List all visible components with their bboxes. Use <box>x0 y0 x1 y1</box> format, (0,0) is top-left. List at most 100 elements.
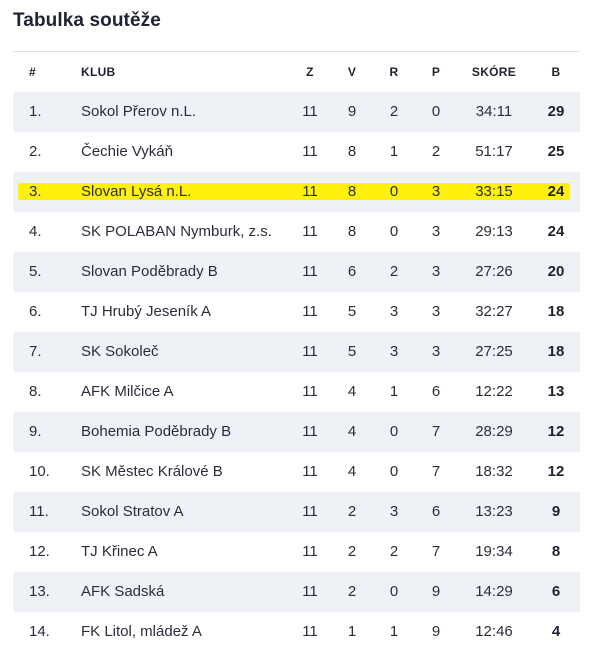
position-cell: 7. <box>29 343 42 360</box>
draws-cell: 0 <box>389 183 399 200</box>
draws-cell: 0 <box>389 423 399 440</box>
table-row: 5. Slovan Poděbrady B 11 6 2 3 27:26 20 <box>13 252 580 292</box>
position-cell: 9. <box>29 423 42 440</box>
losses-cell: 7 <box>431 463 441 480</box>
losses-cell: 9 <box>431 583 441 600</box>
table-row: 13. AFK Sadská 11 2 0 9 14:29 6 <box>13 572 580 612</box>
points-cell: 20 <box>547 263 565 280</box>
losses-cell: 0 <box>431 103 441 120</box>
matches-cell: 11 <box>302 543 318 560</box>
wins-cell: 8 <box>347 143 357 160</box>
matches-cell: 11 <box>302 423 318 440</box>
draws-cell: 0 <box>389 463 399 480</box>
points-cell: 4 <box>551 623 561 640</box>
standings-table: # KLUB Z V R P SKÓRE B 1. Sokol Přerov n.… <box>13 51 580 652</box>
club-name-link[interactable]: FK Litol, mládež A <box>81 623 202 640</box>
matches-cell: 11 <box>302 623 318 640</box>
club-name-link[interactable]: Slovan Poděbrady B <box>81 263 218 280</box>
score-cell: 51:17 <box>475 143 513 160</box>
draws-cell: 2 <box>389 543 399 560</box>
wins-cell: 5 <box>347 303 357 320</box>
score-cell: 29:13 <box>475 223 513 240</box>
wins-cell: 2 <box>347 503 357 520</box>
draws-cell: 1 <box>389 383 399 400</box>
wins-cell: 2 <box>347 583 357 600</box>
highlighter-mark <box>18 183 570 200</box>
matches-cell: 11 <box>302 143 318 160</box>
club-name-link[interactable]: Bohemia Poděbrady B <box>81 423 232 440</box>
losses-cell: 9 <box>431 623 441 640</box>
draws-cell: 1 <box>389 623 399 640</box>
club-name-link[interactable]: AFK Sadská <box>81 583 165 600</box>
club-name-link[interactable]: AFK Milčice A <box>81 383 174 400</box>
position-cell: 5. <box>29 263 42 280</box>
table-body: 1. Sokol Přerov n.L. 11 9 2 0 34:11 29 2. Čechie … <box>13 92 580 652</box>
points-cell: 9 <box>551 503 561 520</box>
table-row: 12. TJ Křinec A 11 2 2 7 19:34 8 <box>13 532 580 572</box>
position-cell: 13. <box>29 583 50 600</box>
draws-cell: 0 <box>389 583 399 600</box>
position-cell: 1. <box>29 103 42 120</box>
losses-cell: 3 <box>431 183 441 200</box>
position-cell: 10. <box>29 463 50 480</box>
club-name-link[interactable]: TJ Hrubý Jeseník A <box>81 303 212 320</box>
column-header-points: B <box>551 65 561 79</box>
matches-cell: 11 <box>302 263 318 280</box>
club-name-link[interactable]: Slovan Lysá n.L. <box>81 183 192 200</box>
matches-cell: 11 <box>302 503 318 520</box>
points-cell: 29 <box>547 103 565 120</box>
position-cell: 12. <box>29 543 50 560</box>
club-name-link[interactable]: SK Městec Králové B <box>81 463 223 480</box>
position-cell: 6. <box>29 303 42 320</box>
club-name-link[interactable]: Čechie Vykáň <box>81 143 173 160</box>
score-cell: 27:26 <box>475 263 513 280</box>
losses-cell: 3 <box>431 343 441 360</box>
club-name-link[interactable]: TJ Křinec A <box>81 543 158 560</box>
score-cell: 34:11 <box>475 103 513 120</box>
club-name-link[interactable]: Sokol Stratov A <box>81 503 184 520</box>
club-name-link[interactable]: SK POLABAN Nymburk, z.s. <box>81 223 272 240</box>
draws-cell: 3 <box>389 303 399 320</box>
score-cell: 18:32 <box>475 463 513 480</box>
draws-cell: 1 <box>389 143 399 160</box>
position-cell: 3. <box>29 183 42 200</box>
points-cell: 8 <box>551 543 561 560</box>
losses-cell: 7 <box>431 543 441 560</box>
losses-cell: 3 <box>431 263 441 280</box>
column-header-wins: V <box>347 65 357 79</box>
column-header-draws: R <box>389 65 399 79</box>
points-cell: 12 <box>547 423 565 440</box>
club-name-link[interactable]: Sokol Přerov n.L. <box>81 103 197 120</box>
points-cell: 24 <box>547 223 565 240</box>
draws-cell: 3 <box>389 343 399 360</box>
wins-cell: 1 <box>347 623 357 640</box>
matches-cell: 11 <box>302 343 318 360</box>
table-row: 1. Sokol Přerov n.L. 11 9 2 0 34:11 29 <box>13 92 580 132</box>
column-header-club: KLUB <box>81 65 116 79</box>
points-cell: 18 <box>547 303 565 320</box>
wins-cell: 4 <box>347 383 357 400</box>
table-header-row: # KLUB Z V R P SKÓRE B <box>13 51 580 92</box>
wins-cell: 8 <box>347 223 357 240</box>
points-cell: 25 <box>547 143 565 160</box>
score-cell: 19:34 <box>475 543 513 560</box>
table-row: 14. FK Litol, mládež A 11 1 1 9 12:46 4 <box>13 612 580 652</box>
score-cell: 27:25 <box>475 343 513 360</box>
position-cell: 4. <box>29 223 42 240</box>
table-row: 2. Čechie Vykáň 11 8 1 2 51:17 25 <box>13 132 580 172</box>
table-row: 9. Bohemia Poděbrady B 11 4 0 7 28:29 12 <box>13 412 580 452</box>
column-header-losses: P <box>431 65 441 79</box>
losses-cell: 3 <box>431 223 441 240</box>
club-name-link[interactable]: SK Sokoleč <box>81 343 159 360</box>
matches-cell: 11 <box>302 223 318 240</box>
table-row: 11. Sokol Stratov A 11 2 3 6 13:23 9 <box>13 492 580 532</box>
points-cell: 12 <box>547 463 565 480</box>
score-cell: 12:46 <box>475 623 513 640</box>
points-cell: 13 <box>547 383 565 400</box>
matches-cell: 11 <box>302 583 318 600</box>
column-header-matches: Z <box>306 65 314 79</box>
draws-cell: 2 <box>389 103 399 120</box>
position-cell: 8. <box>29 383 42 400</box>
losses-cell: 6 <box>431 503 441 520</box>
table-row: 4. SK POLABAN Nymburk, z.s. 11 8 0 3 29:13 24 <box>13 212 580 252</box>
